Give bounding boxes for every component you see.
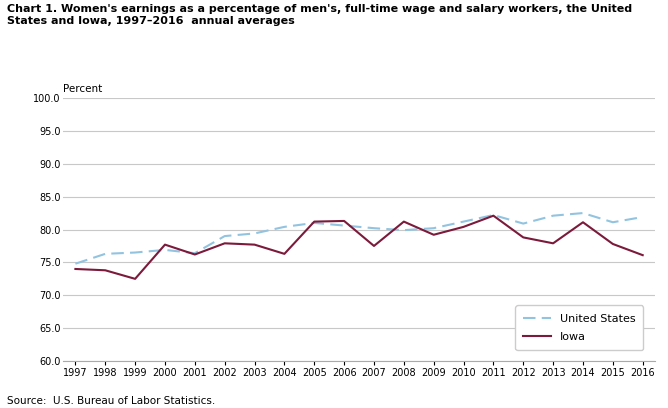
Iowa: [161, 242, 169, 247]
Legend: United States, Iowa: United States, Iowa: [515, 305, 643, 350]
Iowa: [220, 241, 228, 246]
Iowa: [340, 219, 348, 224]
Text: Chart 1. Women's earnings as a percentage of men's, full-time wage and salary wo: Chart 1. Women's earnings as a percentag…: [7, 4, 632, 26]
United States: [400, 228, 408, 233]
Iowa: [400, 219, 408, 224]
Iowa: [250, 242, 259, 247]
Line: United States: United States: [75, 213, 643, 264]
United States: [609, 220, 617, 225]
Iowa: [131, 276, 139, 281]
Iowa: [71, 266, 79, 271]
United States: [191, 251, 199, 256]
United States: [250, 231, 259, 236]
Iowa: [310, 219, 318, 224]
United States: [281, 224, 289, 229]
United States: [310, 220, 318, 225]
United States: [102, 251, 110, 256]
Iowa: [281, 251, 289, 256]
Iowa: [490, 213, 498, 218]
United States: [370, 226, 378, 231]
United States: [131, 250, 139, 255]
Iowa: [579, 220, 587, 225]
Iowa: [102, 268, 110, 273]
United States: [220, 234, 228, 239]
Iowa: [191, 252, 199, 257]
United States: [460, 219, 468, 224]
United States: [579, 211, 587, 215]
United States: [490, 213, 498, 217]
Iowa: [549, 241, 557, 246]
Iowa: [519, 235, 527, 240]
Line: Iowa: Iowa: [75, 216, 643, 279]
Text: Percent: Percent: [63, 84, 103, 94]
United States: [161, 247, 169, 252]
Iowa: [639, 253, 647, 257]
United States: [519, 221, 527, 226]
Iowa: [370, 244, 378, 248]
Text: Source:  U.S. Bureau of Labor Statistics.: Source: U.S. Bureau of Labor Statistics.: [7, 396, 215, 406]
United States: [549, 213, 557, 218]
United States: [340, 223, 348, 228]
Iowa: [609, 242, 617, 246]
Iowa: [460, 224, 468, 229]
United States: [430, 226, 438, 231]
United States: [71, 261, 79, 266]
Iowa: [430, 232, 438, 237]
United States: [639, 215, 647, 220]
